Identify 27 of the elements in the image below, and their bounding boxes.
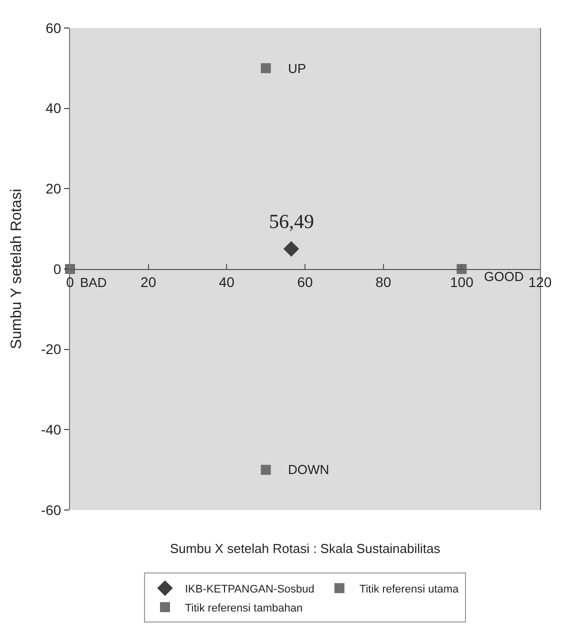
x-axis-title: Sumbu X setelah Rotasi : Skala Sustainabilitas — [170, 541, 441, 556]
annotation: 56,49 — [269, 211, 314, 233]
y-tick-label: 60 — [46, 20, 62, 36]
x-tick-label: 60 — [297, 274, 313, 290]
y-axis-title: Sumbu Y setelah Rotasi — [8, 188, 26, 350]
annotation: DOWN — [288, 462, 330, 477]
legend-label: Titik referensi tambahan — [185, 602, 303, 614]
legend-label: IKB-KETPANGAN-Sosbud — [185, 583, 314, 596]
point — [283, 241, 300, 257]
y-tick-label: -40 — [40, 422, 62, 438]
x-tick-label: 80 — [376, 274, 392, 290]
point — [260, 63, 271, 74]
annotation: BAD — [80, 275, 107, 290]
annotation: UP — [288, 61, 306, 76]
y-tick-label: -60 — [40, 502, 62, 518]
y-tick-label: -20 — [40, 341, 62, 358]
legend-label: Titik referensi utama — [359, 583, 460, 596]
y-tick-label: 20 — [46, 180, 62, 197]
x-tick-label: 40 — [218, 274, 235, 290]
annotation: GOOD — [484, 269, 524, 284]
point — [260, 464, 271, 475]
y-tick-label: 0 — [53, 260, 62, 277]
y-tick-label: 40 — [46, 100, 62, 116]
x-tick-label: 120 — [528, 274, 552, 290]
x-tick-label: 20 — [140, 274, 156, 290]
x-tick-label: 0 — [66, 274, 74, 290]
x-tick-label: 100 — [450, 274, 474, 290]
